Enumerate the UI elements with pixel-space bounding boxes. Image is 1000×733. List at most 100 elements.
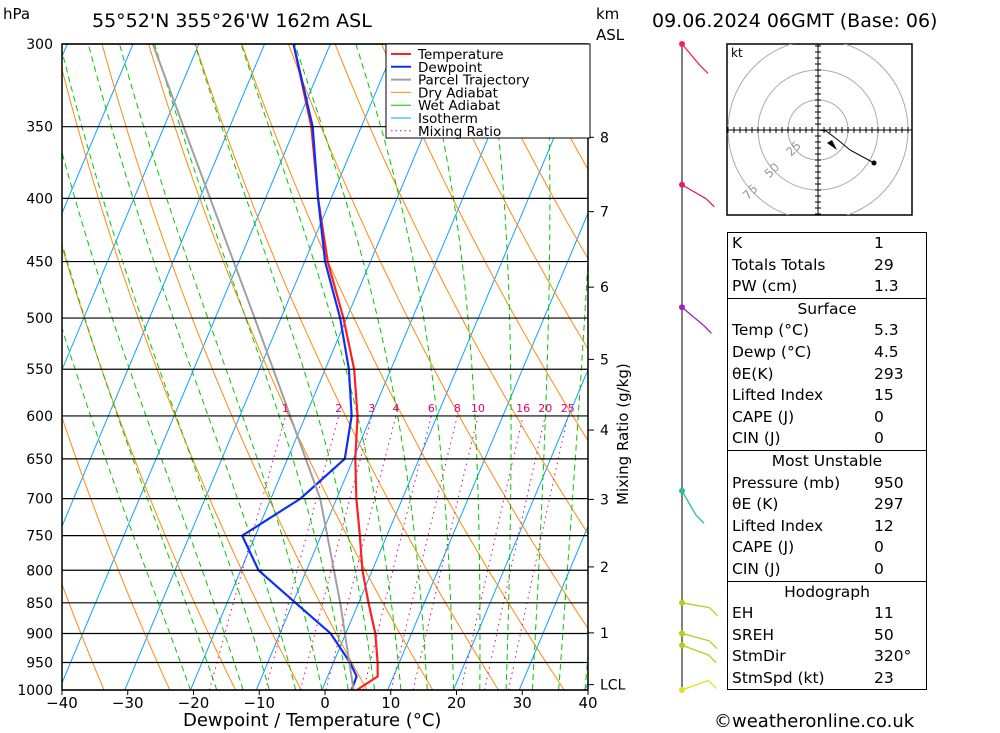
- mixing-ratio-label: 6: [428, 402, 435, 415]
- km-tick-label: 5: [600, 352, 609, 368]
- pressure-unit: hPa: [3, 5, 31, 23]
- pressure-tick-label: 600: [26, 409, 53, 425]
- hodograph-unit: kt: [731, 46, 743, 60]
- index-value: 297: [874, 495, 904, 514]
- pressure-tick-label: 450: [26, 255, 53, 271]
- mixing-ratio-line: [208, 415, 287, 690]
- pressure-tick-label: 1000: [17, 683, 53, 699]
- wet-adiabat-line: [62, 49, 270, 690]
- pressure-tick-label: 650: [26, 452, 53, 468]
- isotherm-line: [387, 211, 588, 690]
- x-axis-label: Dewpoint / Temperature (°C): [183, 710, 442, 731]
- index-name: PW (cm): [732, 277, 798, 296]
- wind-barb: [681, 490, 705, 524]
- wet-adiabat-line: [355, 44, 454, 690]
- index-name: Dewp (°C): [732, 342, 812, 361]
- isotherm-line: [321, 55, 588, 690]
- mixing-ratio-line: [265, 415, 340, 690]
- index-row: CIN (J) 0: [728, 428, 926, 450]
- wind-barb: [681, 306, 712, 334]
- copyright[interactable]: ©weatheronline.co.uk: [714, 711, 915, 732]
- dry-adiabat-line: [194, 44, 499, 690]
- isotherm-line: [62, 44, 200, 372]
- index-value: 11: [874, 604, 894, 623]
- index-row: θE(K) 293: [728, 364, 926, 386]
- index-row: θE (K) 297: [728, 494, 926, 516]
- mixing-ratio-label: 10: [471, 402, 485, 415]
- km-tick-label: 3: [600, 492, 609, 508]
- index-value: 0: [874, 429, 884, 448]
- dry-adiabat-line: [334, 44, 588, 535]
- index-name: StmSpd (kt): [732, 668, 825, 687]
- legend-item: Dry Adiabat: [418, 85, 498, 101]
- index-row: Temp (°C) 5.3: [728, 320, 926, 342]
- index-value: 5.3: [874, 321, 899, 340]
- index-row: SREH 50: [728, 625, 926, 647]
- x-tick-label: 30: [513, 694, 532, 712]
- wet-adiabat-line: [531, 44, 551, 690]
- pressure-tick-label: 700: [26, 492, 53, 508]
- index-value: 0: [874, 538, 884, 557]
- legend-item: Temperature: [417, 47, 504, 63]
- index-row: CIN (J) 0: [728, 559, 926, 581]
- dry-adiabat-line: [241, 44, 565, 690]
- km-tick-label: 8: [600, 130, 609, 146]
- wind-barb: [681, 644, 717, 664]
- index-row: CAPE (J) 0: [728, 407, 926, 429]
- wind-level-dot: [679, 630, 685, 637]
- series-temperature: [292, 44, 379, 690]
- pressure-tick-label: 500: [26, 311, 53, 327]
- wind-level-dot: [679, 181, 685, 188]
- index-value: 15: [874, 386, 894, 405]
- isotherm-line: [518, 525, 588, 690]
- index-value: 0: [874, 559, 884, 578]
- legend-item: Dewpoint: [418, 60, 482, 76]
- index-name: θE (K): [732, 495, 779, 514]
- mixing-ratio-line: [508, 415, 569, 690]
- index-row: StmDir 320°: [728, 646, 926, 668]
- wet-adiabat-line: [87, 44, 297, 690]
- index-name: EH: [732, 604, 754, 623]
- index-value: 0: [874, 407, 884, 426]
- wet-adiabat-line: [154, 44, 349, 690]
- index-value: 293: [874, 364, 904, 383]
- pressure-tick-label: 800: [26, 563, 53, 579]
- index-value: 50: [874, 625, 894, 644]
- index-value: 29: [874, 255, 894, 274]
- index-name: CAPE (J): [732, 538, 795, 557]
- isotherm-line: [190, 44, 463, 690]
- legend-item: Isotherm: [418, 111, 478, 127]
- km-tick-label: 7: [600, 205, 609, 221]
- dry-adiabat-line: [427, 44, 588, 350]
- index-value: 320°: [874, 647, 912, 666]
- index-row: CAPE (J) 0: [728, 537, 926, 559]
- index-name: θE(K): [732, 364, 774, 383]
- hodograph-trace: [817, 129, 875, 164]
- x-tick-label: −20: [178, 694, 210, 712]
- x-tick-label: 0: [320, 694, 330, 712]
- pressure-tick-label: 900: [26, 626, 53, 642]
- index-row: Totals Totals 29: [728, 255, 926, 277]
- wet-adiabat-line: [486, 44, 512, 690]
- x-tick-label: −10: [243, 694, 275, 712]
- dry-adiabat-line: [987, 44, 1000, 690]
- location-title: 55°52'N 355°26'W 162m ASL: [92, 10, 372, 32]
- index-row: Lifted Index 15: [728, 385, 926, 407]
- wind-barb: [681, 43, 709, 74]
- mixing-ratio-label: 4: [392, 402, 399, 415]
- pressure-tick-label: 550: [26, 362, 53, 378]
- km-unit: km: [596, 5, 620, 23]
- index-name: StmDir: [732, 647, 786, 666]
- km-tick-label: 4: [600, 423, 609, 439]
- mixing-ratio-label: 3: [368, 402, 375, 415]
- legend-item: Wet Adiabat: [418, 98, 500, 114]
- datetime-title: 09.06.2024 06GMT (Base: 06): [652, 10, 938, 32]
- mixing-ratio-label: 25: [561, 402, 575, 415]
- x-tick-label: 40: [578, 694, 597, 712]
- indices-section: Hodograph EH 11 SREH 50 StmDir 320° StmSpd (kt)…: [727, 580, 927, 691]
- wind-level-dot: [679, 41, 685, 47]
- x-tick-label: −30: [112, 694, 144, 712]
